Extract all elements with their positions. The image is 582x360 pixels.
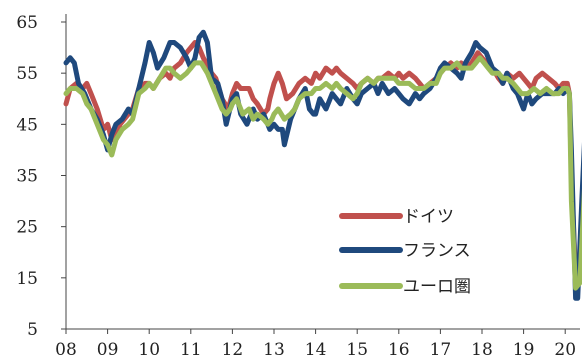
series-line-2 xyxy=(63,55,582,291)
x-tick-label: 08 xyxy=(55,340,77,360)
y-tick-label: 45 xyxy=(16,115,38,135)
x-tick-label: 17 xyxy=(430,340,452,360)
y-tick-label: 5 xyxy=(27,320,38,340)
x-tick-label: 14 xyxy=(305,340,327,360)
x-tick-label: 18 xyxy=(471,340,493,360)
x-tick-label: 11 xyxy=(180,340,202,360)
y-tick-label: 25 xyxy=(16,218,38,238)
axes: 5 15 25 35 45 55 65 08 09 10 11 12 13 14 15 16 17 18 19 20 xyxy=(16,13,580,360)
x-tick-label: 09 xyxy=(97,340,119,360)
y-tick-label: 35 xyxy=(16,167,38,187)
x-tick-label: 10 xyxy=(138,340,160,360)
legend-label: フランス xyxy=(403,241,471,261)
x-tick-label: 20 xyxy=(554,340,576,360)
legend-label: ドイツ xyxy=(403,207,454,227)
y-tick-label: 15 xyxy=(16,269,38,289)
x-tick-label: 13 xyxy=(263,340,285,360)
legend-label: ユーロ圏 xyxy=(403,277,471,297)
x-tick-label: 19 xyxy=(513,340,535,360)
y-tick-label: 55 xyxy=(16,64,38,84)
x-tick-label: 15 xyxy=(346,340,368,360)
x-tick-label: 12 xyxy=(222,340,244,360)
x-tick-label: 16 xyxy=(388,340,410,360)
series-lines xyxy=(63,29,582,301)
series-line-1 xyxy=(63,29,582,301)
y-tick-label: 65 xyxy=(16,13,38,33)
